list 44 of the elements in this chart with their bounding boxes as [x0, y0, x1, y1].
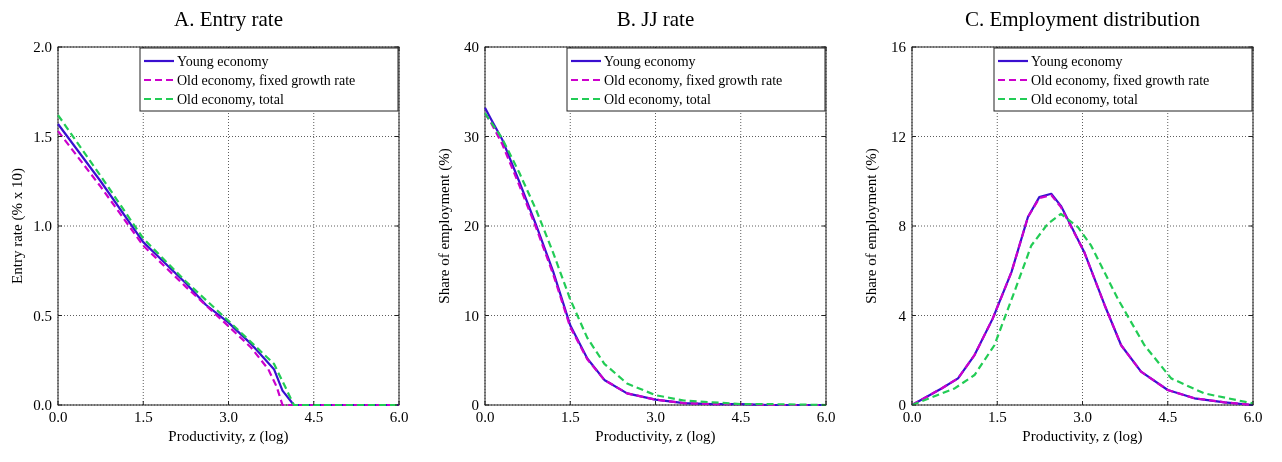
y-tick-label: 40: [464, 39, 479, 56]
x-tick-label: 1.5: [133, 409, 153, 425]
chart-title: C. Employment distribution: [964, 7, 1201, 31]
y-axis-title: Entry rate (% x 10): [9, 168, 26, 284]
legend-label: Old economy, fixed growth rate: [177, 72, 356, 88]
x-axis-title: Productivity, z (log): [168, 428, 289, 445]
x-tick-label: 0.0: [475, 409, 495, 425]
x-tick-label: 3.0: [646, 409, 665, 425]
legend-label: Old economy, fixed growth rate: [604, 72, 783, 88]
x-axis-title: Productivity, z (log): [1022, 428, 1143, 445]
x-tick-label: 4.5: [304, 409, 324, 425]
x-tick-label: 4.5: [731, 409, 751, 425]
y-tick-label: 10: [464, 307, 479, 324]
legend-label: Old economy, total: [604, 91, 711, 107]
y-tick-label: 2.0: [33, 39, 52, 56]
y-tick-label: 20: [464, 218, 479, 235]
x-tick-label: 6.0: [1243, 409, 1263, 425]
y-axis-title: Share of employment (%): [436, 148, 453, 304]
y-axis-title: Share of employment (%): [863, 148, 880, 304]
x-tick-label: 1.5: [987, 409, 1007, 425]
legend-label: Old economy, total: [1031, 91, 1138, 107]
x-tick-label: 3.0: [219, 409, 238, 425]
y-tick-label: 16: [891, 39, 907, 56]
y-tick-label: 4: [898, 307, 907, 324]
legend-label: Young economy: [1031, 53, 1123, 69]
legend-label: Young economy: [604, 53, 696, 69]
x-tick-label: 4.5: [1158, 409, 1178, 425]
chart-title: A. Entry rate: [173, 7, 284, 31]
y-tick-label: 1.0: [33, 218, 52, 235]
x-tick-label: 0.0: [48, 409, 68, 425]
y-tick-label: 12: [891, 128, 906, 145]
chart-title: B. JJ rate: [616, 7, 695, 31]
legend-label: Old economy, fixed growth rate: [1031, 72, 1210, 88]
y-tick-label: 8: [898, 218, 906, 235]
x-tick-label: 3.0: [1073, 409, 1092, 425]
x-axis-title: Productivity, z (log): [595, 428, 716, 445]
legend-label: Young economy: [177, 53, 269, 69]
x-tick-label: 1.5: [560, 409, 580, 425]
x-tick-label: 6.0: [389, 409, 409, 425]
legend-label: Old economy, total: [177, 91, 284, 107]
y-tick-label: 1.5: [33, 128, 52, 145]
y-tick-label: 0.5: [33, 307, 52, 324]
y-tick-label: 30: [464, 128, 479, 145]
x-tick-label: 6.0: [816, 409, 836, 425]
